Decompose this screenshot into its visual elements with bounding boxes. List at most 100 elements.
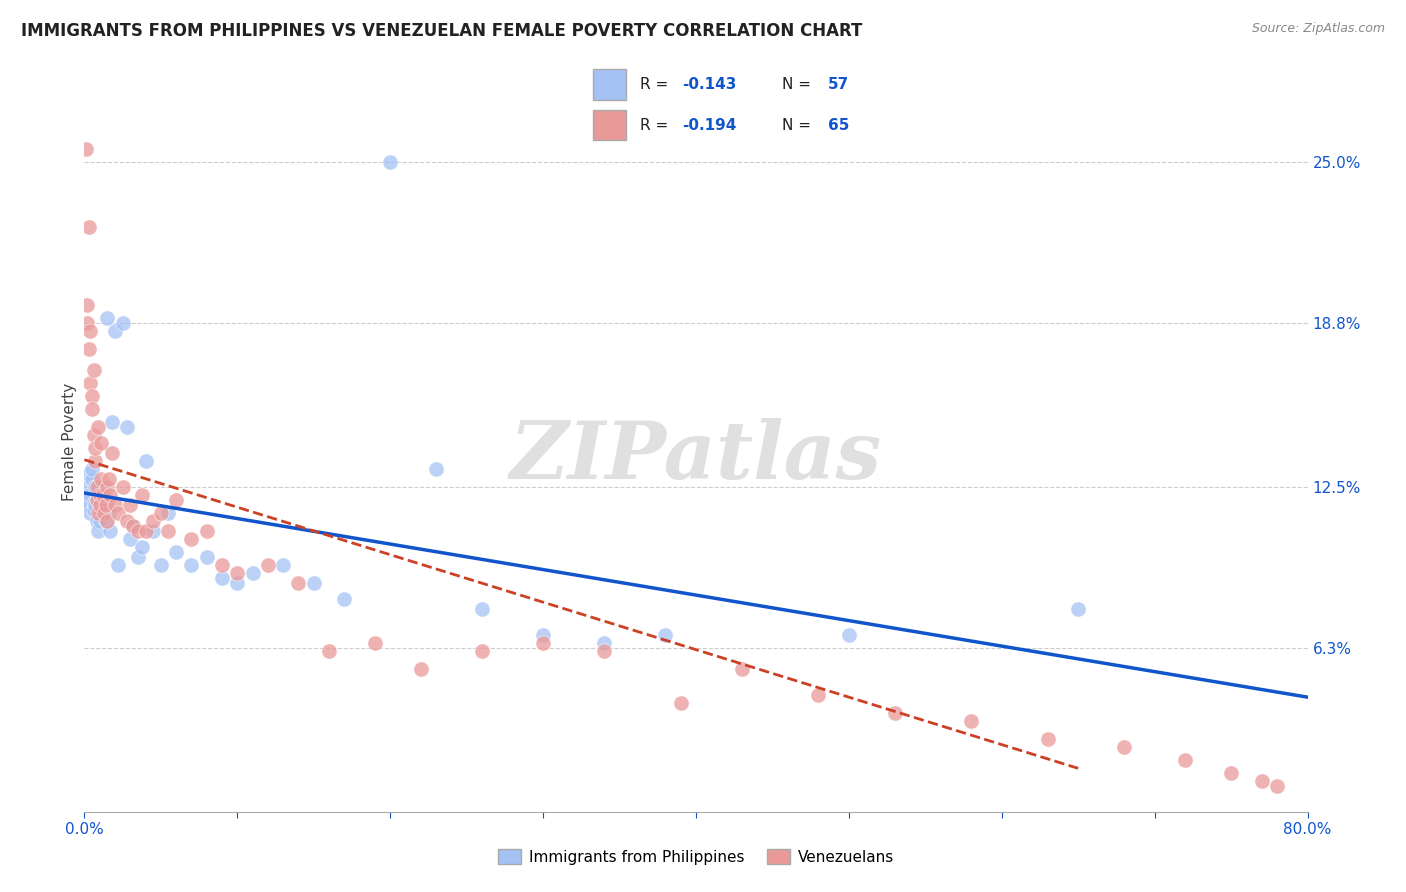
- Text: N =: N =: [782, 118, 815, 133]
- Immigrants from Philippines: [80, 462, 103, 476]
- Venezuelans: [96, 514, 118, 528]
- Venezuelans: [76, 298, 98, 312]
- Venezuelans: [98, 488, 121, 502]
- Immigrants from Philippines: [107, 558, 129, 572]
- Venezuelans: [90, 472, 112, 486]
- Venezuelans: [669, 696, 692, 710]
- Venezuelans: [122, 519, 145, 533]
- Legend: Immigrants from Philippines, Venezuelans: Immigrants from Philippines, Venezuelans: [492, 843, 900, 871]
- Venezuelans: [807, 688, 830, 702]
- Venezuelans: [79, 376, 101, 390]
- Immigrants from Philippines: [90, 495, 112, 509]
- Venezuelans: [960, 714, 983, 728]
- Immigrants from Philippines: [84, 480, 107, 494]
- Text: IMMIGRANTS FROM PHILIPPINES VS VENEZUELAN FEMALE POVERTY CORRELATION CHART: IMMIGRANTS FROM PHILIPPINES VS VENEZUELA…: [21, 22, 862, 40]
- Venezuelans: [287, 576, 309, 591]
- Immigrants from Philippines: [149, 558, 172, 572]
- Venezuelans: [471, 643, 494, 657]
- Y-axis label: Female Poverty: Female Poverty: [62, 383, 77, 500]
- Immigrants from Philippines: [89, 506, 111, 520]
- Venezuelans: [107, 506, 129, 520]
- Venezuelans: [76, 316, 98, 330]
- Venezuelans: [257, 558, 280, 572]
- Venezuelans: [531, 636, 554, 650]
- Venezuelans: [90, 435, 112, 450]
- Venezuelans: [593, 643, 616, 657]
- Immigrants from Philippines: [180, 558, 202, 572]
- Immigrants from Philippines: [302, 576, 325, 591]
- Venezuelans: [80, 402, 103, 417]
- Venezuelans: [149, 506, 172, 520]
- Immigrants from Philippines: [77, 467, 100, 481]
- Venezuelans: [91, 488, 114, 502]
- Immigrants from Philippines: [83, 503, 105, 517]
- Immigrants from Philippines: [120, 532, 142, 546]
- Immigrants from Philippines: [127, 550, 149, 565]
- Immigrants from Philippines: [101, 415, 124, 429]
- Immigrants from Philippines: [131, 540, 153, 554]
- Immigrants from Philippines: [593, 636, 616, 650]
- Venezuelans: [195, 524, 218, 538]
- Venezuelans: [89, 498, 111, 512]
- Immigrants from Philippines: [90, 503, 112, 517]
- Immigrants from Philippines: [84, 498, 107, 512]
- Venezuelans: [94, 498, 117, 512]
- Text: 65: 65: [828, 118, 849, 133]
- Venezuelans: [157, 524, 180, 538]
- Venezuelans: [226, 566, 249, 580]
- Immigrants from Philippines: [75, 480, 97, 494]
- Immigrants from Philippines: [96, 493, 118, 508]
- Venezuelans: [84, 454, 107, 468]
- Venezuelans: [89, 488, 111, 502]
- Immigrants from Philippines: [226, 576, 249, 591]
- Immigrants from Philippines: [425, 462, 447, 476]
- Venezuelans: [101, 446, 124, 460]
- FancyBboxPatch shape: [593, 70, 627, 100]
- Immigrants from Philippines: [86, 493, 108, 508]
- Venezuelans: [1220, 765, 1243, 780]
- Venezuelans: [80, 389, 103, 403]
- Immigrants from Philippines: [79, 506, 101, 520]
- Venezuelans: [883, 706, 905, 720]
- Venezuelans: [127, 524, 149, 538]
- Venezuelans: [87, 506, 110, 520]
- Venezuelans: [87, 420, 110, 434]
- Immigrants from Philippines: [97, 506, 120, 520]
- Immigrants from Philippines: [83, 495, 105, 509]
- Immigrants from Philippines: [76, 493, 98, 508]
- Venezuelans: [96, 480, 118, 494]
- Venezuelans: [165, 493, 187, 508]
- Immigrants from Philippines: [380, 155, 402, 169]
- Venezuelans: [111, 480, 134, 494]
- Immigrants from Philippines: [115, 420, 138, 434]
- Immigrants from Philippines: [87, 480, 110, 494]
- Venezuelans: [1174, 753, 1197, 767]
- Venezuelans: [83, 363, 105, 377]
- Venezuelans: [120, 498, 142, 512]
- Venezuelans: [409, 662, 432, 676]
- Venezuelans: [77, 343, 100, 357]
- Venezuelans: [180, 532, 202, 546]
- Immigrants from Philippines: [80, 472, 103, 486]
- Immigrants from Philippines: [122, 519, 145, 533]
- Text: R =: R =: [640, 77, 673, 92]
- Immigrants from Philippines: [165, 545, 187, 559]
- Immigrants from Philippines: [89, 514, 111, 528]
- Venezuelans: [135, 524, 157, 538]
- Immigrants from Philippines: [93, 498, 115, 512]
- Immigrants from Philippines: [157, 506, 180, 520]
- Venezuelans: [1265, 779, 1288, 793]
- Immigrants from Philippines: [471, 602, 494, 616]
- Immigrants from Philippines: [242, 566, 264, 580]
- Immigrants from Philippines: [98, 524, 121, 538]
- Venezuelans: [97, 472, 120, 486]
- Venezuelans: [86, 480, 108, 494]
- Immigrants from Philippines: [142, 524, 165, 538]
- Venezuelans: [318, 643, 340, 657]
- Venezuelans: [79, 324, 101, 338]
- Venezuelans: [77, 220, 100, 235]
- Venezuelans: [1036, 731, 1059, 746]
- Venezuelans: [1114, 739, 1136, 754]
- Immigrants from Philippines: [531, 628, 554, 642]
- Immigrants from Philippines: [96, 311, 118, 326]
